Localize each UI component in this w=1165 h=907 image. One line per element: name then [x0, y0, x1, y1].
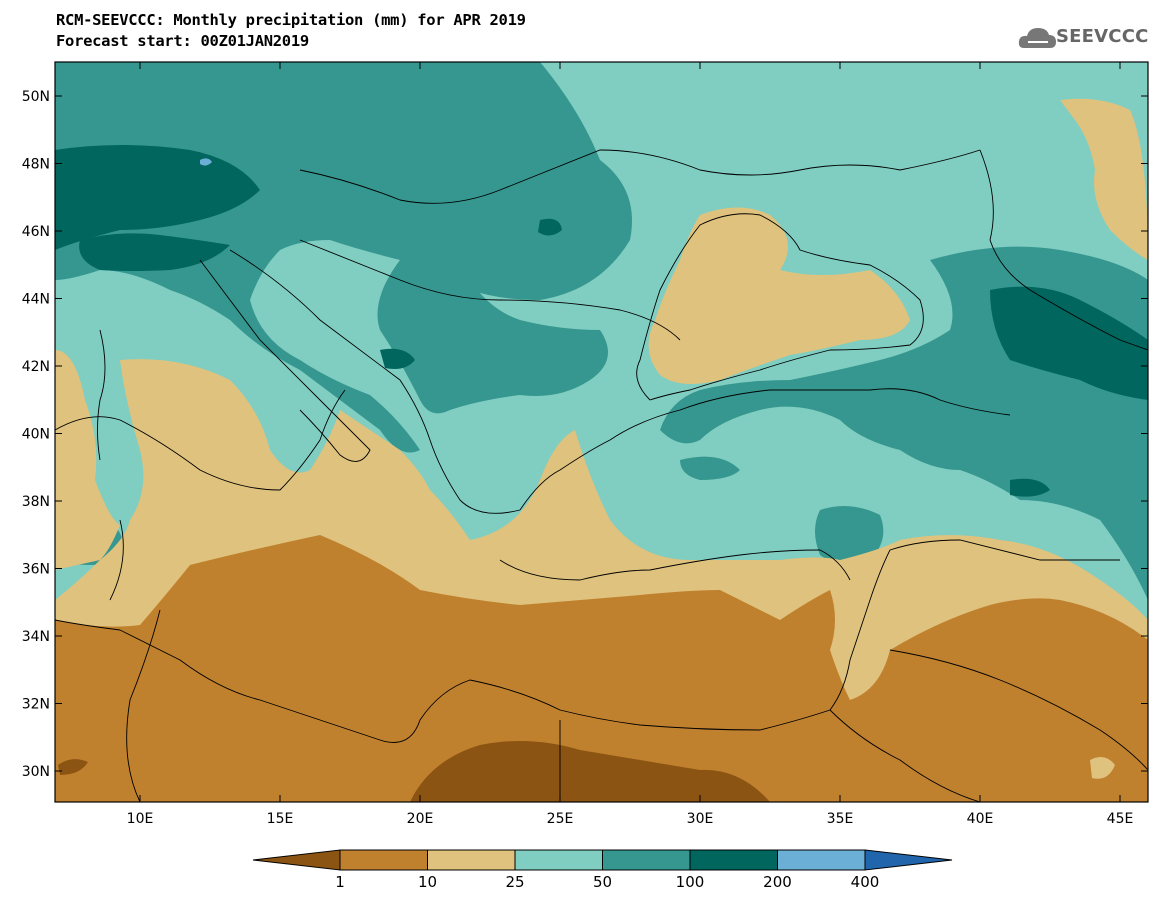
colorbar-label: 400: [850, 873, 880, 891]
coastlines-borders: [55, 149, 1148, 802]
colorbar-segment: [427, 849, 516, 871]
lat-tick-label: 48N: [22, 157, 50, 173]
lon-tick-label: 15E: [267, 811, 294, 827]
lon-tick-label: 35E: [827, 811, 854, 827]
colorbar-label: 100: [675, 873, 705, 891]
map-title: RCM-SEEVCCC: Monthly precipitation (mm) …: [56, 11, 526, 29]
seevccc-logo: SEEVCCC: [1018, 22, 1153, 56]
lat-tick-label: 38N: [22, 494, 50, 510]
colorbar: [252, 849, 953, 871]
colorbar-segment: [514, 849, 603, 871]
latitude-axis: 50N 48N 46N 44N 42N 40N 38N 36N 34N 32N 30N: [22, 89, 1148, 780]
lat-tick-label: 46N: [22, 224, 50, 240]
colorbar-label: 25: [505, 873, 525, 891]
map-frame: [54, 61, 1149, 803]
longitude-axis: 10E 15E 20E 25E 30E 35E 40E 45E: [127, 62, 1134, 827]
colorbar-segment: [777, 849, 866, 871]
lon-tick-label: 20E: [407, 811, 434, 827]
lat-tick-label: 30N: [22, 764, 50, 780]
lat-tick-label: 42N: [22, 359, 50, 375]
lon-tick-label: 25E: [547, 811, 574, 827]
lon-tick-label: 10E: [127, 811, 154, 827]
colorbar-segment: [689, 849, 778, 871]
lat-tick-label: 32N: [22, 697, 50, 713]
lon-tick-label: 45E: [1107, 811, 1134, 827]
lat-tick-label: 50N: [22, 89, 50, 105]
logo-text: SEEVCCC: [1056, 26, 1149, 47]
lat-tick-label: 40N: [22, 427, 50, 443]
colorbar-segment: [602, 849, 691, 871]
colorbar-label: 1: [335, 873, 345, 891]
colorbar-label: 50: [592, 873, 613, 891]
lat-tick-label: 44N: [22, 292, 50, 308]
forecast-start: Forecast start: 00Z01JAN2019: [56, 32, 309, 50]
lat-tick-label: 34N: [22, 629, 50, 645]
lat-tick-label: 36N: [22, 562, 50, 578]
cloud-icon: [1018, 28, 1056, 48]
colorbar-label: 200: [763, 873, 792, 891]
precipitation-field: [55, 62, 1148, 802]
lon-tick-label: 30E: [687, 811, 714, 827]
colorbar-segment: [339, 849, 428, 871]
colorbar-max-triangle: [864, 849, 953, 871]
colorbar-min-triangle: [252, 849, 341, 871]
colorbar-label: 10: [417, 873, 438, 891]
lon-tick-label: 40E: [967, 811, 994, 827]
